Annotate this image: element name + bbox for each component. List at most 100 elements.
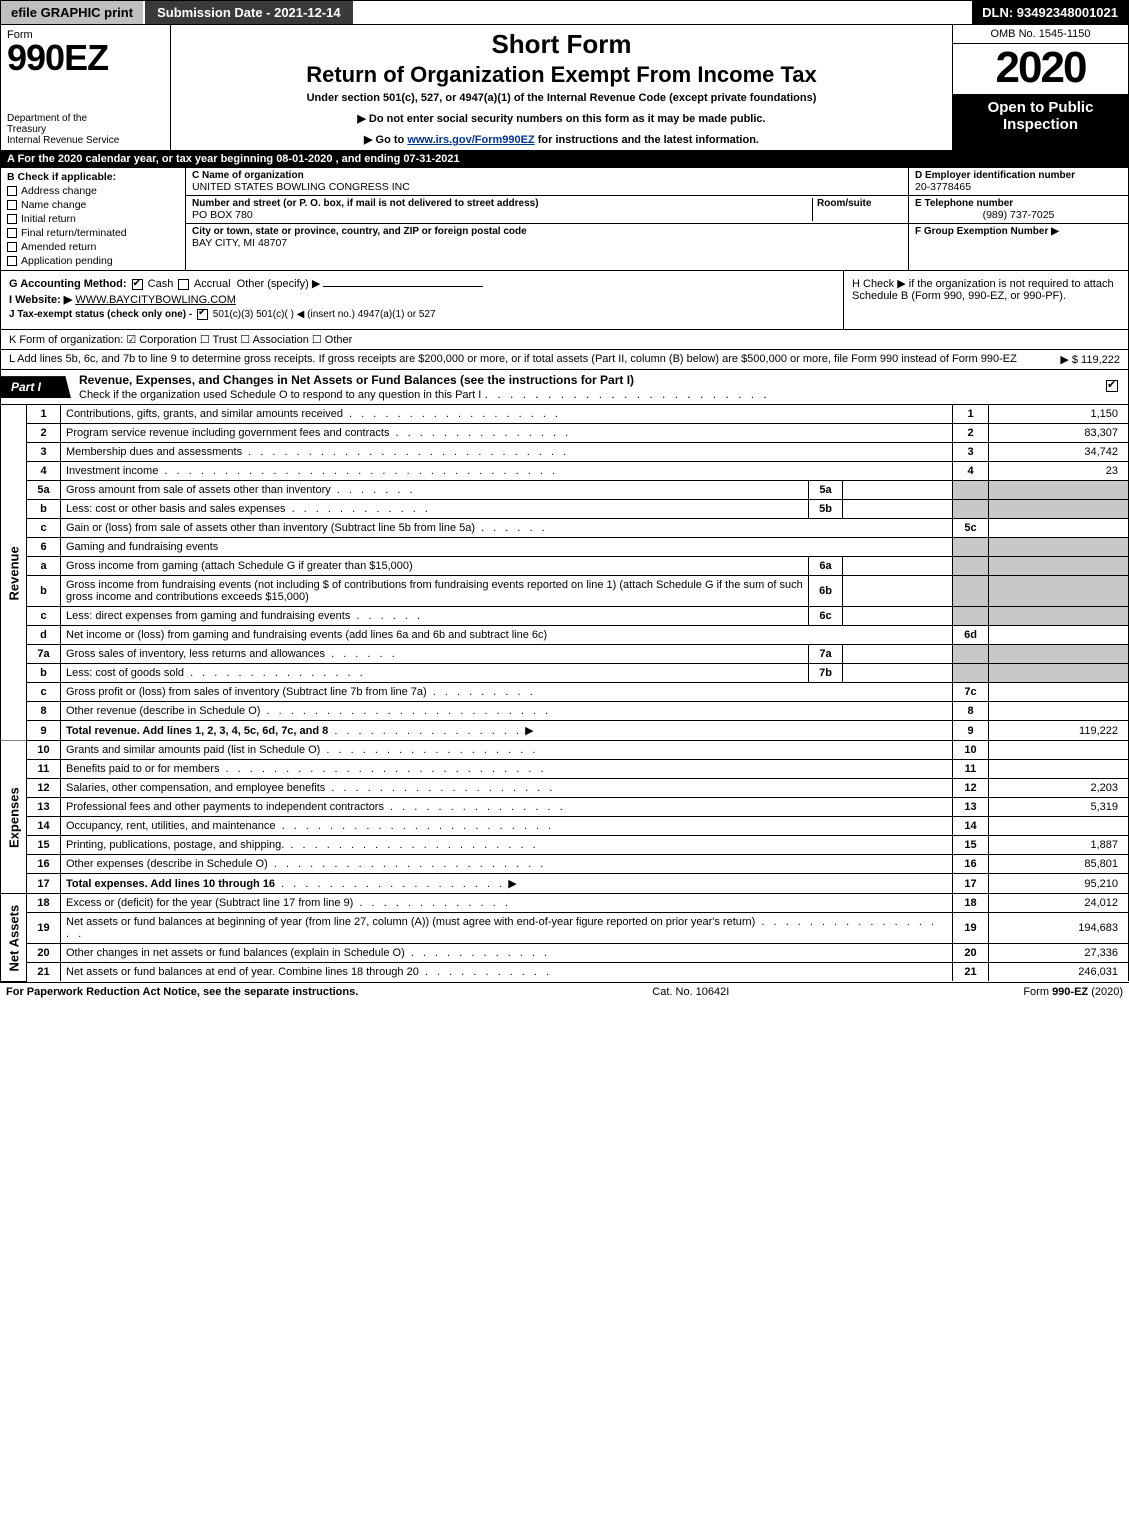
ln7b-num: b: [27, 664, 61, 683]
ln11-num: 11: [27, 760, 61, 779]
ln6b-desc: Gross income from fundraising events (no…: [61, 576, 809, 607]
ln21-num: 21: [27, 963, 61, 982]
ln13-num: 13: [27, 798, 61, 817]
ln6-rnum: [953, 538, 989, 557]
ln6c-rnum: [953, 607, 989, 626]
ln15-val: 1,887: [989, 836, 1129, 855]
dept-line1: Department of the: [7, 113, 87, 124]
ln1-val: 1,150: [989, 405, 1129, 424]
chk-amended-return[interactable]: Amended return: [7, 241, 179, 253]
ln7c-num: c: [27, 683, 61, 702]
ln3-rnum: 3: [953, 443, 989, 462]
line-k: K Form of organization: ☑ Corporation ☐ …: [0, 330, 1129, 350]
header-center: Short Form Return of Organization Exempt…: [171, 25, 953, 150]
ln7c-desc: Gross profit or (loss) from sales of inv…: [61, 683, 953, 702]
ln11-val: [989, 760, 1129, 779]
table-row: Net Assets 18 Excess or (deficit) for th…: [1, 894, 1129, 913]
table-row: 13 Professional fees and other payments …: [1, 798, 1129, 817]
ln6a-num: a: [27, 557, 61, 576]
part1-title-text: Revenue, Expenses, and Changes in Net As…: [79, 373, 634, 387]
ln21-desc: Net assets or fund balances at end of ye…: [61, 963, 953, 982]
ln14-val: [989, 817, 1129, 836]
ln5b-sub: 5b: [809, 500, 843, 519]
chk-cash[interactable]: [132, 279, 143, 290]
chk-accrual[interactable]: [178, 279, 189, 290]
ln6b-sub: 6b: [809, 576, 843, 607]
table-row: 8 Other revenue (describe in Schedule O)…: [1, 702, 1129, 721]
chk-application-pending[interactable]: Application pending: [7, 255, 179, 267]
goto-prefix: ▶ Go to: [364, 134, 407, 146]
chk-final-return[interactable]: Final return/terminated: [7, 227, 179, 239]
chk-501c3[interactable]: [197, 309, 208, 320]
ein-row: D Employer identification number 20-3778…: [909, 168, 1128, 196]
g-other-input[interactable]: [323, 286, 483, 287]
j-label: J Tax-exempt status (check only one) -: [9, 309, 192, 320]
table-row: b Less: cost of goods sold . . . . . . .…: [1, 664, 1129, 683]
table-row: 17 Total expenses. Add lines 10 through …: [1, 874, 1129, 894]
submission-date-label: Submission Date - 2021-12-14: [143, 1, 355, 24]
ln19-rnum: 19: [953, 913, 989, 944]
table-row: 9 Total revenue. Add lines 1, 2, 3, 4, 5…: [1, 721, 1129, 741]
ln6c-sub: 6c: [809, 607, 843, 626]
ln19-desc: Net assets or fund balances at beginning…: [61, 913, 953, 944]
chk-name-change[interactable]: Name change: [7, 199, 179, 211]
ln11-rnum: 11: [953, 760, 989, 779]
under-section-text: Under section 501(c), 527, or 4947(a)(1)…: [179, 92, 944, 104]
ln1-rnum: 1: [953, 405, 989, 424]
ln2-num: 2: [27, 424, 61, 443]
ln6b-rnum: [953, 576, 989, 607]
irs-link[interactable]: www.irs.gov/Form990EZ: [407, 134, 534, 146]
efile-print-label[interactable]: efile GRAPHIC print: [1, 1, 143, 24]
footer-mid: Cat. No. 10642I: [652, 986, 729, 998]
ln20-rnum: 20: [953, 944, 989, 963]
ln6d-rnum: 6d: [953, 626, 989, 645]
ln5b-subval: [843, 500, 953, 519]
ln15-desc: Printing, publications, postage, and shi…: [61, 836, 953, 855]
return-title: Return of Organization Exempt From Incom…: [179, 62, 944, 88]
ln6b-val: [989, 576, 1129, 607]
table-row: 3 Membership dues and assessments . . . …: [1, 443, 1129, 462]
ln7b-val: [989, 664, 1129, 683]
ln8-desc: Other revenue (describe in Schedule O) .…: [61, 702, 953, 721]
ln12-desc: Salaries, other compensation, and employ…: [61, 779, 953, 798]
footer: For Paperwork Reduction Act Notice, see …: [0, 982, 1129, 1001]
info-grid: B Check if applicable: Address change Na…: [0, 168, 1129, 271]
ln13-desc: Professional fees and other payments to …: [61, 798, 953, 817]
chk-address-change[interactable]: Address change: [7, 185, 179, 197]
ln6a-val: [989, 557, 1129, 576]
part1-checkbox[interactable]: [1106, 380, 1118, 392]
ln9-num: 9: [27, 721, 61, 741]
chk-initial-return[interactable]: Initial return: [7, 213, 179, 225]
ln10-desc: Grants and similar amounts paid (list in…: [61, 741, 953, 760]
ln9-desc: Total revenue. Add lines 1, 2, 3, 4, 5c,…: [61, 721, 953, 741]
ln14-desc: Occupancy, rent, utilities, and maintena…: [61, 817, 953, 836]
ln18-rnum: 18: [953, 894, 989, 913]
group-exemption-row: F Group Exemption Number ▶: [909, 224, 1128, 270]
line-j: J Tax-exempt status (check only one) - 5…: [9, 309, 835, 320]
ln8-rnum: 8: [953, 702, 989, 721]
side-revenue: Revenue: [1, 405, 27, 741]
ln6-num: 6: [27, 538, 61, 557]
ln6-val: [989, 538, 1129, 557]
ln7a-num: 7a: [27, 645, 61, 664]
ln3-desc: Membership dues and assessments . . . . …: [61, 443, 953, 462]
part1-subtitle: Check if the organization used Schedule …: [79, 389, 481, 401]
website-value[interactable]: WWW.BAYCITYBOWLING.COM: [75, 294, 236, 306]
form-number: 990EZ: [7, 37, 164, 79]
side-expenses: Expenses: [1, 741, 27, 894]
short-form-title: Short Form: [179, 29, 944, 60]
ln6c-val: [989, 607, 1129, 626]
ln6a-subval: [843, 557, 953, 576]
box-h: H Check ▶ if the organization is not req…: [843, 271, 1128, 329]
ln10-rnum: 10: [953, 741, 989, 760]
ln12-num: 12: [27, 779, 61, 798]
i-label: I Website: ▶: [9, 294, 72, 306]
part1-title: Revenue, Expenses, and Changes in Net As…: [71, 370, 1096, 404]
ln17-desc: Total expenses. Add lines 10 through 16 …: [61, 874, 953, 894]
open-inspection-badge: Open to Public Inspection: [953, 95, 1128, 150]
ln20-val: 27,336: [989, 944, 1129, 963]
ln2-val: 83,307: [989, 424, 1129, 443]
ln6d-val: [989, 626, 1129, 645]
ln5a-subval: [843, 481, 953, 500]
ln17-val: 95,210: [989, 874, 1129, 894]
